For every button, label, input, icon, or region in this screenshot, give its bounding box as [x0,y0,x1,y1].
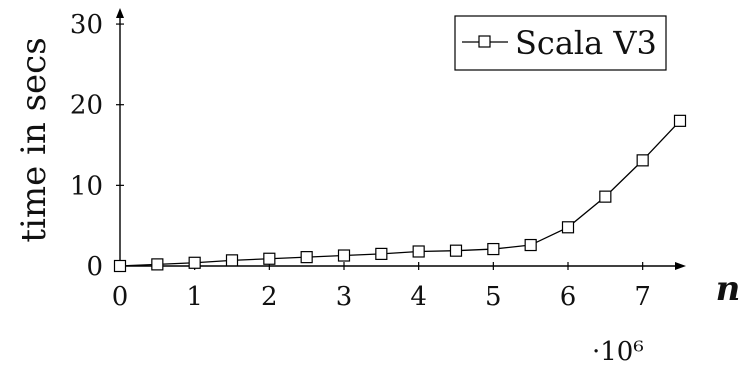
x-tick-label-0: 0 [112,282,129,312]
data-point-0-10 [487,242,500,256]
series-group [113,114,687,273]
legend: Scala V3 [454,15,667,71]
x-tick-label-4: 4 [410,282,427,312]
data-point-0-12 [561,221,575,234]
x-axis-title: n [716,269,740,309]
data-point-0-15 [673,114,687,127]
axes [116,8,686,270]
data-point-0-4 [263,252,276,265]
x-tick-label-3: 3 [336,282,353,312]
y-tick-label-2: 20 [70,91,103,121]
data-point-0-5 [300,251,313,264]
y-tick-label-0: 0 [86,252,103,282]
x-axis-arrow [675,262,686,270]
data-point-0-6 [337,249,351,262]
series-line-0 [119,120,681,267]
y-axis-title: time in secs [14,37,54,242]
x-tick-label-7: 7 [634,282,651,312]
x-axis-scale-label: ·10⁶ [592,337,644,367]
data-point-0-0 [113,259,127,273]
y-tick-label-3: 30 [70,10,103,40]
y-tick-label-1: 10 [70,171,103,201]
x-tick-label-1: 1 [186,282,203,312]
x-tick-label-2: 2 [261,282,278,312]
data-point-0-3 [225,254,239,267]
data-point-0-2 [188,256,201,269]
data-point-0-9 [449,244,463,257]
y-ticks: 0 10 20 30 [70,10,124,282]
x-tick-label-6: 6 [560,282,577,312]
data-point-0-1 [151,258,164,271]
data-point-0-7 [375,247,388,261]
legend-label: Scala V3 [515,24,657,62]
y-axis-arrow [116,8,124,18]
x-tick-label-5: 5 [485,282,502,312]
data-point-0-13 [599,190,612,203]
data-point-0-14 [636,154,649,167]
data-point-0-8 [412,245,425,258]
x-ticks: 0 1 2 3 4 5 6 7 [112,262,651,312]
legend-marker-square [478,35,491,48]
data-point-0-11 [524,238,537,252]
